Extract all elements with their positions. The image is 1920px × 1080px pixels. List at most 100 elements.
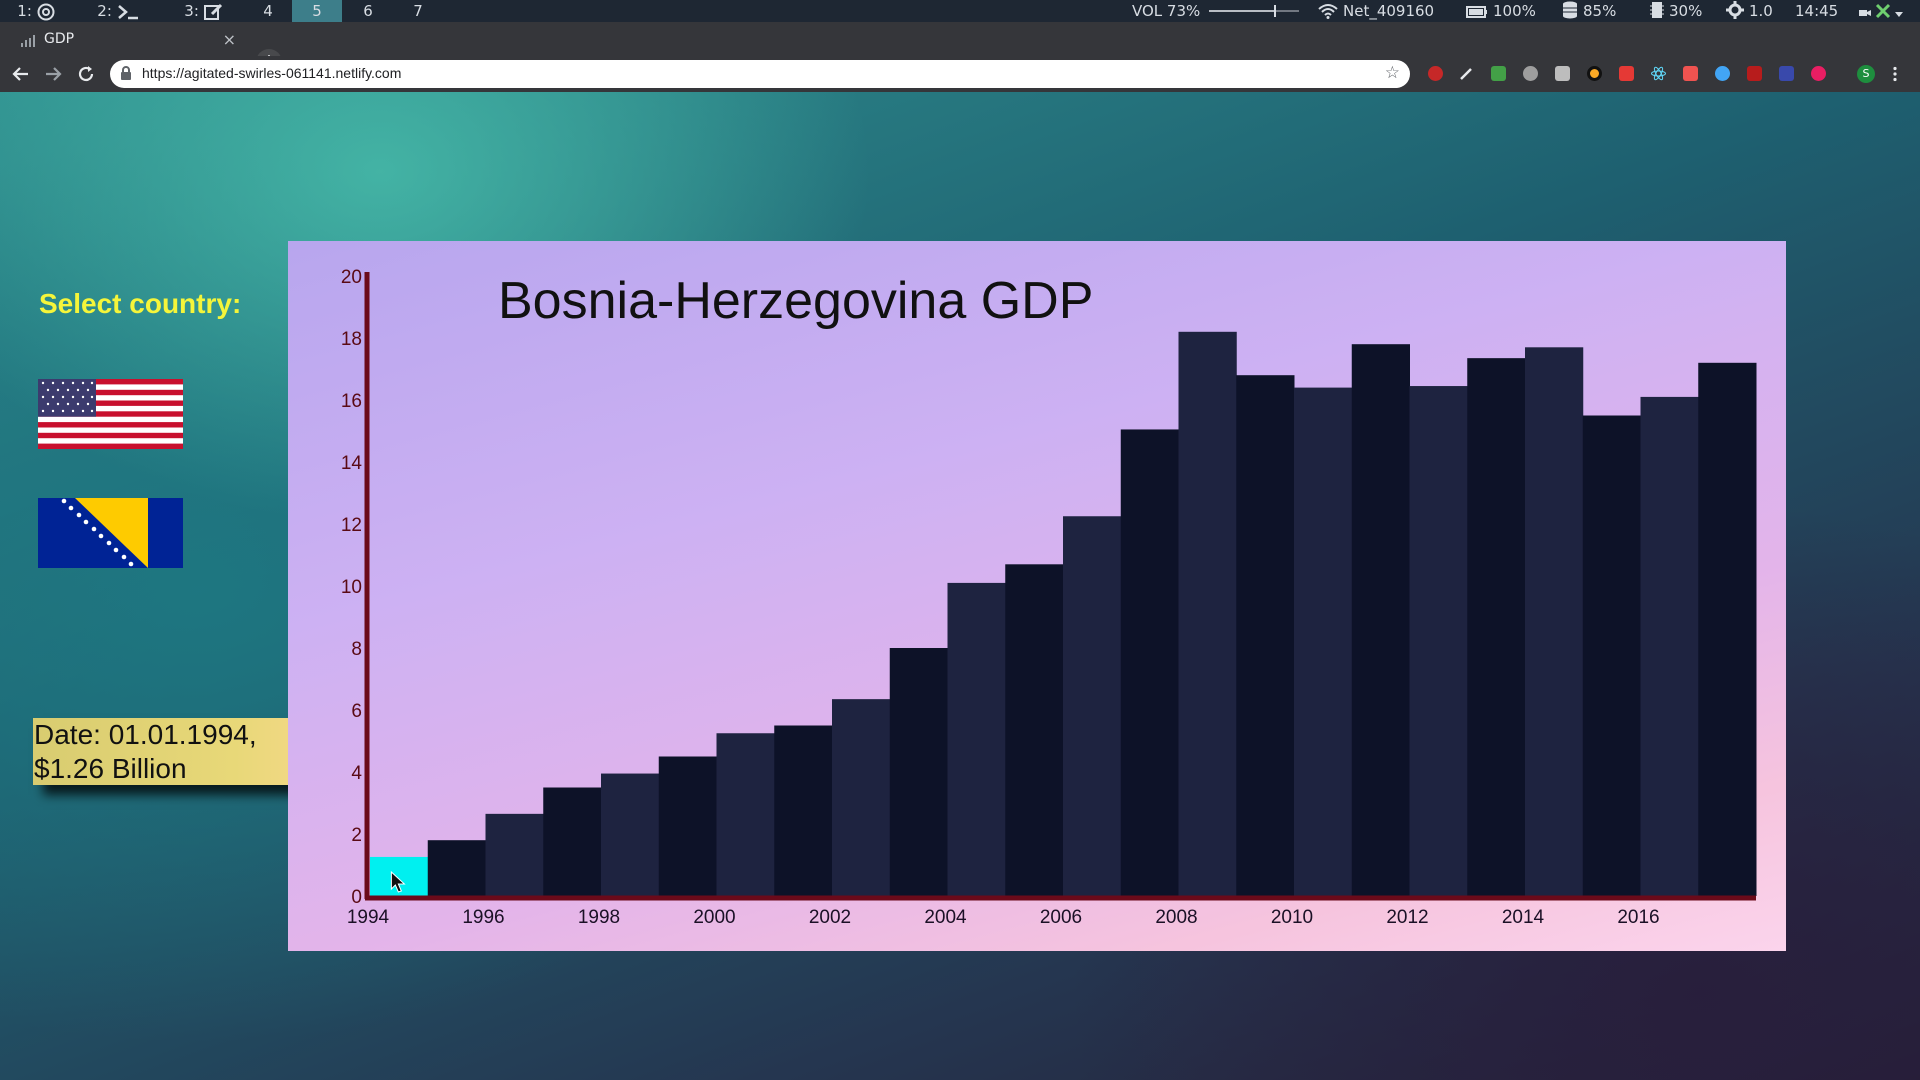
bar-2000[interactable] — [716, 733, 775, 896]
x-axis: 1994 1996 1998 2000 2002 2004 2006 2008 2010 2012… — [347, 895, 1756, 928]
bar-2014[interactable] — [1525, 347, 1584, 896]
reload-icon[interactable] — [75, 63, 97, 85]
darkred-extension-icon[interactable] — [1747, 66, 1762, 81]
disk-label: 85% — [1583, 2, 1617, 20]
navigation-bar: https://agitated-swirles-061141.netlify.… — [0, 56, 1920, 92]
tray-icons[interactable] — [1858, 0, 1909, 22]
gray-extension-icon[interactable] — [1523, 66, 1538, 81]
bar-2003[interactable] — [889, 648, 948, 896]
x-tick-label: 2000 — [693, 907, 735, 928]
workspace-3-label: 3: — [184, 2, 199, 20]
address-bar[interactable]: https://agitated-swirles-061141.netlify.… — [110, 60, 1410, 88]
bar-2016[interactable] — [1640, 396, 1699, 896]
chrome-icon — [37, 3, 55, 20]
x-tick-label: 2010 — [1271, 907, 1313, 928]
edit-icon — [203, 3, 222, 20]
workspace-7[interactable]: 7 — [408, 0, 428, 22]
bar-2011[interactable] — [1351, 344, 1410, 896]
react-extension-icon[interactable] — [1651, 66, 1666, 81]
memory-indicator[interactable]: 30% — [1650, 0, 1702, 22]
clock: 14:45 — [1795, 0, 1838, 22]
bar-1997[interactable] — [543, 787, 602, 897]
x-tick-label: 2012 — [1386, 907, 1428, 928]
workspace-2[interactable]: 2: — [92, 0, 144, 22]
url-text[interactable]: https://agitated-swirles-061141.netlify.… — [142, 65, 402, 81]
bar-2001[interactable] — [774, 725, 833, 897]
pink-extension-icon[interactable] — [1811, 66, 1826, 81]
battery-indicator[interactable]: 100% — [1466, 0, 1536, 22]
bar-2013[interactable] — [1467, 358, 1526, 896]
y-tick-label: 16 — [341, 391, 362, 412]
workspace-7-label: 7 — [413, 2, 423, 20]
tools-icon[interactable] — [1875, 3, 1891, 19]
tooltip-background — [33, 718, 321, 785]
bar-1999[interactable] — [658, 756, 717, 897]
x-tick-label: 1998 — [578, 907, 620, 928]
gdp-chart: 0 2 4 6 8 10 12 14 16 18 20 1994 1996 1998 2000 2002 20… — [288, 241, 1786, 951]
adblock-extension-icon[interactable] — [1428, 66, 1443, 81]
tab-bar: GDP × + — [0, 22, 1920, 75]
bar-2012[interactable] — [1409, 386, 1468, 896]
pdf-extension-icon[interactable] — [1619, 66, 1634, 81]
pen-extension-icon[interactable] — [1459, 66, 1474, 81]
lock-icon[interactable] — [120, 66, 132, 80]
bosnia-flag-icon[interactable] — [38, 498, 183, 568]
bar-2010[interactable] — [1294, 387, 1353, 896]
workspace-5-label: 5 — [312, 2, 322, 20]
bar-2015[interactable] — [1582, 415, 1641, 897]
workspace-4-label: 4 — [263, 2, 273, 20]
chart-favicon-icon — [21, 35, 35, 47]
bar-2004[interactable] — [947, 582, 1006, 896]
network-indicator[interactable]: Net_409160 — [1318, 0, 1434, 22]
close-tab-icon[interactable]: × — [222, 30, 236, 49]
disk-indicator[interactable]: 85% — [1562, 0, 1616, 22]
memory-label: 30% — [1669, 2, 1703, 20]
profile-avatar[interactable]: S — [1857, 65, 1875, 83]
bars-group — [370, 331, 1757, 897]
image-extension-icon[interactable] — [1555, 66, 1570, 81]
database-icon — [1563, 1, 1577, 19]
bar-2008[interactable] — [1178, 331, 1237, 896]
yellow-extension-icon[interactable] — [1587, 66, 1602, 81]
bar-1995[interactable] — [427, 840, 486, 896]
camera-icon[interactable] — [1858, 7, 1872, 19]
bar-2002[interactable] — [832, 699, 891, 896]
chevron-down-icon[interactable] — [1894, 11, 1904, 19]
us-flag-icon[interactable] — [38, 379, 183, 449]
bar-2017[interactable] — [1698, 362, 1757, 896]
red-extension-icon[interactable] — [1683, 66, 1698, 81]
bookmark-star-icon[interactable]: ☆ — [1384, 63, 1400, 83]
volume-indicator[interactable]: VOL 73% — [1132, 0, 1304, 22]
terminal-icon — [117, 4, 138, 19]
page-content: Select country: Date: 01.01.1994, $1.26 … — [0, 92, 1920, 1080]
mouse-cursor-icon — [390, 870, 406, 893]
sheets-extension-icon[interactable] — [1491, 66, 1506, 81]
y-tick-label: 14 — [341, 453, 363, 474]
browser-tab[interactable]: GDP × — [10, 25, 246, 56]
indigo-extension-icon[interactable] — [1779, 66, 1794, 81]
y-axis: 0 2 4 6 8 10 12 14 16 18 20 — [341, 267, 370, 908]
workspace-1[interactable]: 1: — [12, 0, 60, 22]
tooltip-date: Date: 01.01.1994, — [34, 719, 257, 750]
more-menu-icon[interactable] — [1892, 66, 1898, 82]
tooltip-value: $1.26 Billion — [34, 753, 187, 784]
brightness-indicator[interactable]: 1.0 — [1726, 0, 1773, 22]
forward-icon[interactable] — [42, 63, 64, 85]
y-tick-label: 6 — [351, 701, 362, 722]
volume-label: VOL 73% — [1132, 2, 1201, 20]
blue-extension-icon[interactable] — [1715, 66, 1730, 81]
bar-2005[interactable] — [1005, 564, 1064, 896]
bar-1996[interactable] — [485, 813, 544, 896]
bar-2006[interactable] — [1063, 516, 1122, 896]
workspace-4[interactable]: 4 — [258, 0, 278, 22]
bar-2009[interactable] — [1236, 375, 1295, 896]
bar-2007[interactable] — [1120, 429, 1179, 896]
workspace-3[interactable]: 3: — [176, 0, 232, 22]
workspace-6[interactable]: 6 — [358, 0, 378, 22]
y-tick-label: 4 — [351, 763, 362, 784]
volume-slider[interactable] — [1209, 4, 1300, 18]
back-icon[interactable] — [10, 63, 32, 85]
workspace-5[interactable]: 5 — [292, 0, 342, 22]
brightness-label: 1.0 — [1749, 2, 1773, 20]
bar-1998[interactable] — [601, 773, 660, 896]
